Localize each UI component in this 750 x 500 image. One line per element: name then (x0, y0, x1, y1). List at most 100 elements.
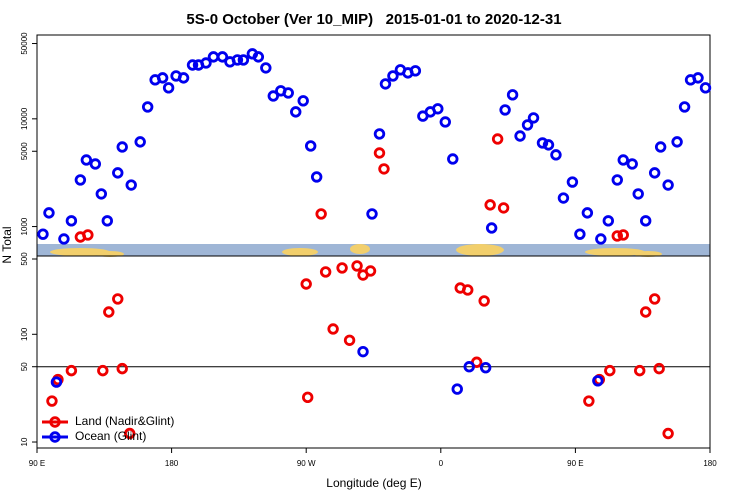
point (574, 228, 586, 240)
point (639, 215, 652, 227)
point (177, 72, 190, 84)
chart-title: 5S-0 October (Ver 10_MIP) 2015-01-01 to … (186, 11, 561, 28)
point (387, 70, 399, 82)
point (103, 306, 115, 318)
point (499, 104, 511, 116)
point (409, 65, 422, 77)
legend-marker (49, 416, 61, 428)
point (639, 306, 652, 318)
point (46, 395, 58, 407)
point (134, 136, 146, 148)
point (497, 202, 510, 214)
point (231, 54, 244, 66)
point (491, 133, 504, 145)
point (65, 215, 78, 227)
point (617, 154, 629, 166)
point (550, 149, 562, 161)
point (315, 208, 327, 220)
point (653, 362, 665, 375)
point (343, 334, 356, 346)
x-tick-label: 90 W (297, 459, 316, 468)
point (252, 51, 265, 63)
point (634, 364, 646, 377)
point (692, 72, 704, 84)
point (82, 229, 94, 241)
point (65, 364, 78, 377)
point (112, 167, 124, 179)
point (671, 136, 683, 148)
point (125, 179, 137, 191)
point (379, 78, 392, 90)
point (116, 141, 128, 153)
point (662, 179, 674, 191)
point (447, 153, 459, 165)
point (301, 391, 314, 404)
point (327, 323, 339, 335)
point (112, 293, 124, 305)
point (604, 364, 616, 377)
y-axis-label: N Total (0, 226, 14, 263)
point (521, 119, 534, 131)
point (566, 176, 579, 188)
point (611, 230, 623, 242)
plot-frame (36, 34, 711, 449)
point (527, 112, 540, 124)
point (514, 130, 526, 142)
point (319, 266, 332, 278)
x-tick-label: 180 (703, 459, 717, 468)
y-tick-label: 10000 (20, 107, 29, 130)
x-tick-label: 180 (165, 459, 179, 468)
point (602, 215, 615, 227)
point (260, 62, 272, 74)
point (162, 82, 175, 94)
point (626, 158, 638, 170)
point (648, 167, 661, 179)
legend-label: Land (Nadir&Glint) (75, 414, 174, 428)
point (74, 174, 87, 186)
point (43, 207, 55, 219)
y-tick-label: 5000 (20, 142, 29, 160)
legend-marker (49, 431, 61, 443)
point (478, 295, 490, 307)
point (58, 233, 70, 245)
point (304, 140, 317, 152)
point (373, 128, 386, 140)
point (654, 141, 667, 153)
point (216, 51, 229, 63)
point (297, 95, 309, 107)
point (267, 90, 279, 102)
point (373, 147, 386, 159)
point (300, 278, 312, 290)
point (439, 116, 451, 128)
point (506, 89, 519, 101)
point (116, 362, 128, 375)
point (617, 229, 629, 241)
point (237, 54, 250, 66)
point (699, 82, 712, 94)
y-tick-label: 1000 (20, 217, 29, 235)
point (583, 395, 595, 407)
legend-label: Ocean (Glint) (75, 429, 146, 443)
map-band (37, 244, 710, 257)
point (37, 228, 49, 240)
point (282, 87, 294, 99)
point (95, 188, 108, 200)
y-tick-label: 100 (20, 327, 29, 341)
x-tick-label: 90 E (567, 459, 583, 468)
x-tick-label: 90 E (29, 459, 45, 468)
x-axis-label: Longitude (deg E) (326, 476, 421, 490)
point (97, 364, 109, 377)
point (186, 59, 199, 71)
point (648, 293, 661, 305)
point (463, 361, 475, 373)
point (479, 361, 492, 374)
point (50, 376, 63, 388)
point (366, 208, 378, 220)
point (462, 284, 474, 296)
point (207, 51, 220, 63)
point (200, 57, 212, 69)
point (485, 222, 498, 234)
x-tick-label: 0 (439, 459, 444, 468)
point (357, 345, 369, 358)
